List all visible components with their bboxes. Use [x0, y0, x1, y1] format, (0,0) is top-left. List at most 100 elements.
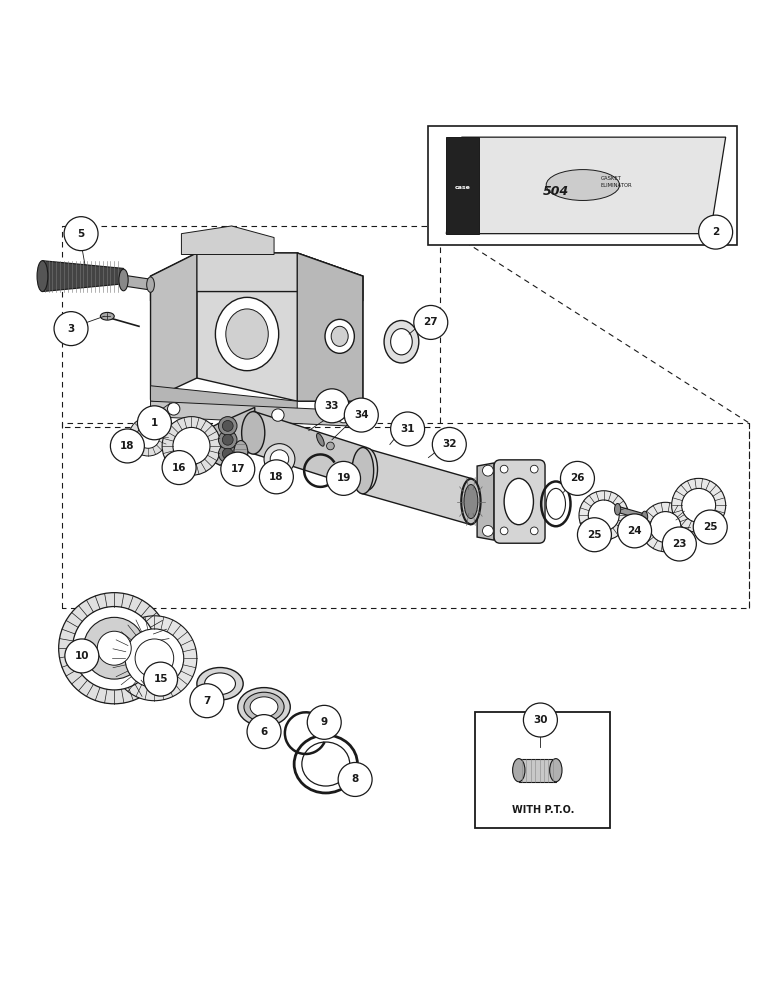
Text: case: case: [455, 185, 470, 190]
Circle shape: [222, 434, 233, 445]
Text: 27: 27: [424, 317, 438, 327]
Text: 30: 30: [533, 715, 547, 725]
Circle shape: [137, 425, 160, 448]
Circle shape: [162, 417, 221, 475]
Ellipse shape: [352, 448, 374, 494]
Circle shape: [168, 403, 180, 415]
Polygon shape: [197, 253, 363, 401]
Ellipse shape: [119, 269, 128, 291]
Circle shape: [59, 593, 170, 704]
Circle shape: [618, 514, 652, 548]
Circle shape: [137, 406, 171, 440]
Circle shape: [218, 444, 237, 463]
Circle shape: [264, 444, 295, 475]
Ellipse shape: [242, 412, 265, 454]
Circle shape: [641, 502, 690, 552]
Text: 32: 32: [442, 439, 456, 449]
Circle shape: [500, 465, 508, 473]
Bar: [475, 712, 610, 828]
Polygon shape: [519, 759, 556, 782]
Polygon shape: [297, 253, 363, 401]
Ellipse shape: [504, 478, 533, 525]
Polygon shape: [477, 463, 494, 540]
Circle shape: [110, 429, 144, 463]
Text: 8: 8: [351, 774, 359, 784]
Ellipse shape: [547, 170, 619, 200]
Text: 2: 2: [712, 227, 720, 237]
Circle shape: [272, 409, 284, 421]
Text: 16: 16: [172, 463, 186, 473]
Text: 504: 504: [543, 185, 569, 198]
Ellipse shape: [462, 479, 480, 524]
Circle shape: [500, 527, 508, 535]
Ellipse shape: [615, 503, 621, 515]
Circle shape: [327, 461, 361, 495]
Ellipse shape: [244, 692, 284, 722]
Ellipse shape: [331, 326, 348, 346]
Circle shape: [523, 703, 557, 737]
Circle shape: [135, 639, 174, 678]
Circle shape: [65, 639, 99, 673]
FancyBboxPatch shape: [494, 460, 545, 543]
Text: 33: 33: [325, 401, 339, 411]
Circle shape: [530, 527, 538, 535]
Circle shape: [144, 662, 178, 696]
Text: 3: 3: [67, 324, 75, 334]
Polygon shape: [446, 137, 479, 234]
Polygon shape: [151, 253, 363, 301]
Polygon shape: [151, 386, 297, 417]
Ellipse shape: [325, 319, 354, 353]
Circle shape: [577, 518, 611, 552]
Ellipse shape: [226, 309, 269, 359]
Text: 18: 18: [120, 441, 134, 451]
Circle shape: [560, 461, 594, 495]
Text: 24: 24: [628, 526, 642, 536]
Circle shape: [579, 491, 628, 540]
Ellipse shape: [197, 668, 243, 700]
Circle shape: [173, 427, 210, 464]
Ellipse shape: [464, 485, 478, 519]
Text: 25: 25: [703, 522, 717, 532]
Circle shape: [54, 312, 88, 346]
Circle shape: [222, 448, 233, 459]
Text: 26: 26: [571, 473, 584, 483]
Circle shape: [307, 705, 341, 739]
Circle shape: [218, 417, 237, 435]
Polygon shape: [151, 401, 363, 427]
Ellipse shape: [238, 688, 290, 726]
Text: 17: 17: [231, 464, 245, 474]
Circle shape: [315, 389, 349, 423]
Text: 7: 7: [203, 696, 211, 706]
Circle shape: [112, 616, 197, 701]
Text: 25: 25: [587, 530, 601, 540]
Circle shape: [125, 629, 184, 688]
Circle shape: [338, 762, 372, 796]
Circle shape: [650, 512, 681, 542]
Circle shape: [682, 488, 716, 522]
Circle shape: [414, 305, 448, 339]
Text: 15: 15: [154, 674, 168, 684]
Circle shape: [221, 452, 255, 486]
Ellipse shape: [317, 433, 324, 446]
Ellipse shape: [250, 697, 278, 717]
Circle shape: [64, 217, 98, 251]
Text: 19: 19: [337, 473, 350, 483]
Polygon shape: [618, 506, 645, 520]
Text: GASKET
ELIMINATOR: GASKET ELIMINATOR: [601, 176, 632, 188]
Circle shape: [391, 412, 425, 446]
Ellipse shape: [147, 277, 154, 292]
Circle shape: [97, 631, 131, 665]
Circle shape: [699, 215, 733, 249]
Circle shape: [662, 527, 696, 561]
Text: 6: 6: [260, 727, 268, 737]
Polygon shape: [446, 137, 726, 234]
Circle shape: [432, 427, 466, 461]
Polygon shape: [42, 261, 124, 292]
Circle shape: [83, 617, 145, 679]
Text: 9: 9: [320, 717, 328, 727]
Circle shape: [588, 500, 619, 531]
Circle shape: [247, 715, 281, 749]
Text: 34: 34: [354, 410, 368, 420]
Circle shape: [73, 607, 156, 690]
Circle shape: [218, 431, 237, 449]
